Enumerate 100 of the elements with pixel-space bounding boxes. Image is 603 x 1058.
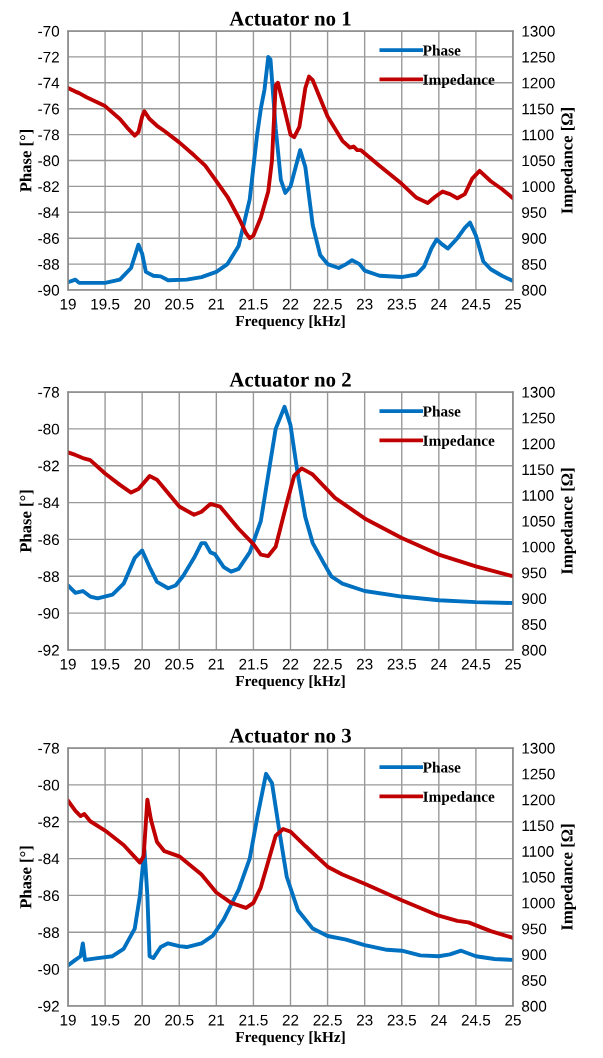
y-tick-label: -82 (38, 181, 59, 193)
y-tick-label: -88 (38, 927, 59, 938)
y2-tick-label: 900 (522, 949, 547, 961)
x-tick-label: 23 (356, 1014, 373, 1026)
y2-axis-title: Impedance [Ω] (560, 108, 576, 214)
y2-tick-label: 950 (522, 207, 547, 218)
y-tick-label: -78 (38, 386, 59, 398)
y2-tick-label: 900 (522, 233, 547, 244)
x-axis-title: Frequency [kHz] (235, 675, 345, 690)
y-tick-label: -86 (38, 233, 59, 244)
y-tick-label: -92 (38, 1000, 59, 1012)
line-series (68, 74, 513, 241)
y2-tick-label: 1100 (522, 490, 554, 501)
x-tick-label: 24 (431, 1014, 447, 1026)
y-tick-label: -84 (38, 853, 60, 865)
x-tick-label: 22 (282, 298, 299, 310)
x-tick-label: 22.5 (313, 298, 342, 310)
chart-title: Actuator no 1 (229, 11, 351, 26)
x-tick-label: 24.5 (461, 1014, 491, 1026)
y2-tick-label: 1300 (522, 386, 555, 398)
x-axis-title: Frequency [kHz] (235, 315, 345, 330)
y-tick-label: -90 (38, 608, 60, 619)
x-tick-label: 24 (431, 298, 447, 310)
x-tick-label: 20 (134, 1014, 151, 1026)
y-tick-label: -74 (38, 77, 60, 89)
x-tick-label: 21.5 (239, 1014, 268, 1026)
y-tick-label: -86 (38, 890, 59, 902)
x-tick-label: 23.5 (387, 1014, 416, 1026)
x-tick-label: 21 (208, 1014, 225, 1026)
legend-label: Phase (422, 44, 461, 56)
legend-label: Phase (422, 405, 461, 417)
line-series (68, 771, 513, 968)
y2-tick-label: 800 (522, 644, 547, 656)
x-tick-label: 21.5 (239, 658, 268, 670)
x-tick-label: 19.5 (91, 298, 120, 310)
x-tick-label: 20.5 (165, 298, 194, 310)
y2-tick-label: 1050 (522, 871, 555, 883)
y2-tick-label: 1150 (522, 820, 554, 832)
y2-tick-label: 800 (522, 284, 547, 296)
y-tick-label: -90 (38, 964, 60, 975)
y2-tick-label: 850 (522, 258, 547, 270)
y-axis-title: Phase [°] (19, 490, 34, 553)
y2-tick-label: 1300 (522, 742, 555, 754)
line-series (68, 404, 513, 605)
y2-tick-label: 1000 (522, 897, 555, 909)
y2-tick-label: 1000 (522, 181, 555, 193)
x-tick-label: 23 (356, 298, 373, 310)
x-tick-label: 22.5 (313, 1014, 342, 1026)
y-tick-label: -90 (38, 284, 60, 296)
y2-axis-title: Impedance [Ω] (560, 468, 576, 575)
y-tick-label: -82 (38, 816, 59, 828)
y2-tick-label: 1100 (522, 129, 554, 141)
y-tick-label: -92 (38, 644, 59, 656)
y2-tick-label: 1200 (522, 794, 555, 806)
y2-tick-label: 1100 (522, 846, 554, 857)
y-tick-label: -78 (38, 742, 59, 754)
chart-title: Actuator no 2 (229, 372, 351, 387)
x-tick-label: 22 (282, 1014, 299, 1026)
x-tick-label: 20 (134, 658, 151, 670)
x-tick-label: 24.5 (461, 298, 491, 310)
y2-tick-label: 850 (522, 619, 547, 630)
x-tick-label: 25 (505, 658, 521, 670)
y-tick-label: -88 (38, 258, 59, 270)
x-axis-title: Frequency [kHz] (235, 1031, 345, 1046)
x-tick-label: 24 (431, 658, 447, 670)
y2-axis-title: Impedance [Ω] (560, 824, 576, 931)
x-tick-label: 19 (60, 1014, 76, 1026)
y-tick-label: -78 (38, 129, 59, 141)
y-tick-label: -88 (38, 571, 59, 582)
y2-tick-label: 1250 (522, 412, 555, 424)
x-tick-label: 21 (208, 298, 225, 310)
legend-label: Impedance (423, 435, 495, 449)
y2-tick-label: 1250 (522, 51, 555, 63)
y2-tick-label: 1300 (522, 25, 555, 37)
y2-tick-label: 900 (522, 593, 547, 605)
legend-label: Impedance (423, 74, 495, 88)
x-tick-label: 20.5 (165, 1014, 194, 1026)
y2-tick-label: 1150 (522, 464, 554, 476)
y-tick-label: -84 (38, 207, 60, 218)
y-tick-label: -80 (38, 779, 60, 791)
y2-tick-label: 950 (522, 923, 547, 935)
y-tick-label: -84 (38, 497, 60, 509)
chart-title: Actuator no 3 (229, 728, 351, 743)
y2-tick-label: 1000 (522, 541, 555, 553)
y2-tick-label: 1150 (522, 103, 554, 115)
x-tick-label: 25 (505, 1014, 521, 1026)
y2-tick-label: 950 (522, 567, 547, 579)
x-tick-label: 21 (208, 658, 225, 670)
x-tick-label: 22.5 (313, 658, 342, 670)
x-tick-label: 23 (356, 658, 373, 670)
x-tick-label: 19 (60, 298, 76, 310)
x-tick-label: 24.5 (461, 658, 491, 670)
y2-tick-label: 1050 (522, 515, 555, 527)
y-axis-title: Phase [°] (19, 846, 34, 909)
x-tick-label: 19.5 (91, 658, 120, 670)
legend-label: Phase (422, 761, 461, 773)
y-tick-label: -80 (38, 155, 60, 167)
x-tick-label: 22 (282, 658, 299, 670)
line-series (68, 54, 513, 285)
y-tick-label: -82 (38, 460, 59, 472)
